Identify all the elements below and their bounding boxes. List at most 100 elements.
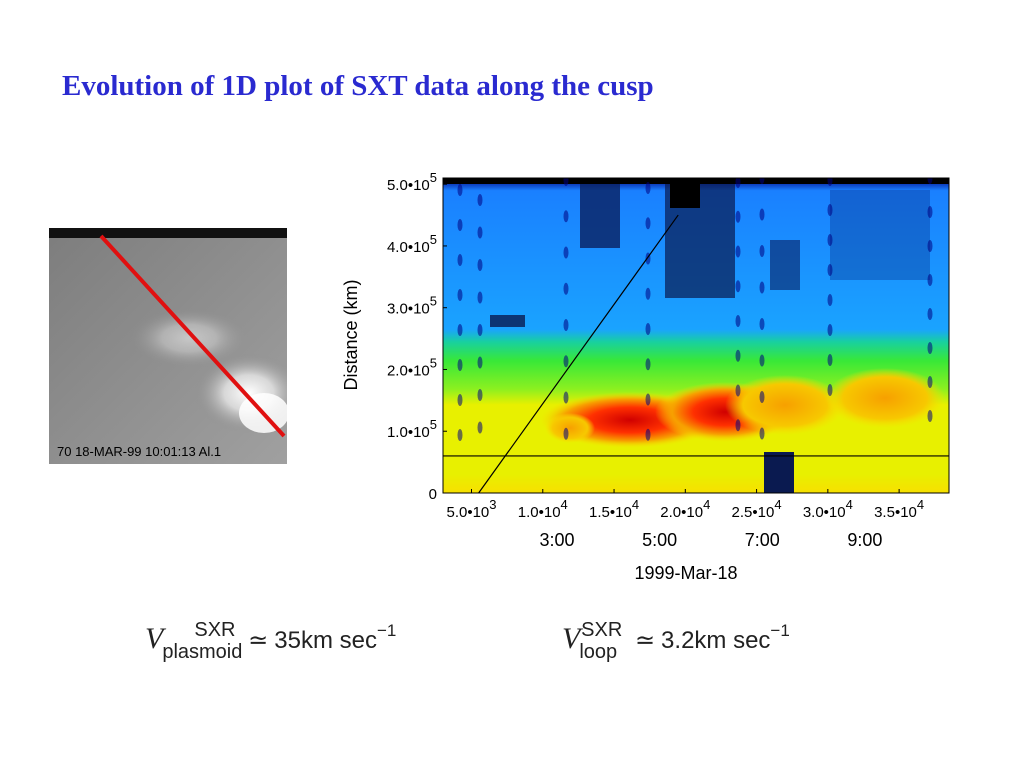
heatmap-streak — [759, 354, 765, 367]
heatmap-streak — [457, 429, 463, 441]
heatmap-streak — [457, 394, 463, 406]
heatmap-streak — [927, 274, 933, 286]
heatmap-streak — [735, 349, 741, 362]
formula-value: 35km sec — [274, 627, 377, 654]
y-tick-label: 4.0•105 — [387, 232, 437, 256]
x-axis: 5.0•103 1.0•104 1.5•104 2.0•104 2.5•104 3.0•1… — [446, 489, 924, 550]
heatmap-streak — [477, 226, 483, 239]
heatmap-streak — [827, 294, 833, 306]
x-time-tick-label: 7:00 — [745, 530, 780, 550]
formula-variable: V — [562, 622, 581, 655]
heatmap-streak — [563, 391, 569, 404]
sxt-image — [49, 228, 287, 464]
heatmap-streak — [827, 204, 833, 216]
cusp-slice-line — [99, 234, 286, 438]
heatmap-streak — [827, 354, 833, 366]
overlay-line-plasmoid — [478, 214, 679, 494]
heatmap-streak — [759, 281, 765, 294]
y-axis-label: Distance (km) — [341, 279, 361, 390]
heatmap-streak — [759, 318, 765, 330]
heatmap-streak — [563, 282, 569, 295]
x-tick-label: 2.5•104 — [732, 497, 782, 521]
slide-title: Evolution of 1D plot of SXT data along t… — [62, 70, 654, 102]
heatmap-streak — [759, 427, 765, 440]
heatmap-streak — [927, 178, 933, 184]
heatmap-streak — [735, 384, 741, 397]
heatmap-streak — [477, 194, 483, 206]
formula-relation: ≃ — [634, 627, 656, 654]
heatmap-streak — [457, 289, 463, 301]
formula-superscript: SXR — [581, 619, 623, 641]
plasmoid-velocity-formula: VplasmoidSXR ≃ 35km sec−1 — [145, 619, 397, 663]
x-tick-label: 1.5•104 — [589, 497, 639, 521]
heatmap-streak — [759, 178, 765, 184]
heatmap-streak — [927, 206, 933, 218]
heatmap-streak — [827, 264, 833, 276]
x-tick-label: 5.0•103 — [446, 497, 496, 521]
heatmap-streak — [645, 323, 651, 335]
formula-exponent: −1 — [376, 621, 397, 640]
y-tick-label: 0 — [429, 486, 437, 503]
formula-superscript: SXR — [194, 619, 236, 641]
heatmap-streak — [477, 356, 483, 369]
heatmap-streak — [927, 308, 933, 320]
heatmap-streak — [759, 208, 765, 221]
heatmap-plot-area — [443, 178, 949, 493]
heatmap-streak — [827, 234, 833, 246]
y-tick-label: 5.0•105 — [387, 170, 437, 194]
heatmap-streak — [759, 245, 765, 257]
heatmap-streak — [645, 182, 651, 194]
heatmap-streak — [735, 178, 741, 188]
heatmap-streak — [645, 287, 651, 300]
x-time-tick-label: 5:00 — [642, 530, 677, 550]
x-tick-label: 1.0•104 — [518, 497, 568, 521]
heatmap-streak — [735, 280, 741, 293]
formula-variable: V — [145, 622, 164, 655]
heatmap-streak — [563, 246, 569, 259]
x-time-tick-label: 3:00 — [540, 530, 575, 550]
heatmap-streak — [645, 428, 651, 441]
heatmap-streak — [645, 217, 651, 230]
heatmap-streak — [457, 359, 463, 371]
x-tick-label: 3.5•104 — [874, 497, 924, 521]
heatmap-streak — [457, 254, 463, 266]
heatmap-streak — [927, 342, 933, 354]
x-time-tick-label: 9:00 — [847, 530, 882, 550]
heatmap-streak — [477, 259, 483, 271]
distance-time-heatmap: 0 1.0•105 2.0•105 3.0•105 4.0•105 5.0•105 5.0… — [341, 170, 950, 583]
heatmap-streak — [457, 184, 463, 196]
heatmap-streak — [735, 419, 741, 432]
heatmap-streak — [457, 324, 463, 336]
sxt-image-thumbnail: 70 18-MAR-99 10:01:13 Al.1 — [49, 228, 287, 464]
x-tick-label: 2.0•104 — [660, 497, 710, 521]
heatmap-streak — [563, 178, 569, 186]
formula-exponent: −1 — [770, 621, 790, 640]
heatmap-streak — [645, 393, 651, 406]
heatmap-streak — [735, 315, 741, 327]
overlay-lines — [443, 214, 949, 494]
formula-relation: ≃ — [248, 627, 269, 654]
y-tick-label: 1.0•105 — [387, 417, 437, 441]
heatmap-streak — [827, 324, 833, 336]
heatmap-streak — [927, 376, 933, 388]
heatmap-streak — [827, 178, 833, 186]
heatmap-streak — [563, 319, 569, 331]
heatmap-streak — [563, 210, 569, 223]
heatmap-streak — [759, 391, 765, 403]
heatmap-streak — [735, 245, 741, 258]
heatmap-streak — [563, 427, 569, 440]
heatmap-streak — [827, 384, 833, 396]
heatmap-streak — [735, 210, 741, 223]
y-axis: 0 1.0•105 2.0•105 3.0•105 4.0•105 5.0•105 — [387, 170, 447, 503]
heatmap-streak — [927, 240, 933, 252]
heatmap-streak — [563, 355, 569, 368]
loop-velocity-formula: VloopSXR ≃ 3.2km sec−1 — [562, 619, 790, 663]
x-tick-label: 3.0•104 — [803, 497, 853, 521]
y-tick-label: 2.0•105 — [387, 355, 437, 379]
heatmap-streak — [477, 291, 483, 304]
heatmap-streak — [645, 358, 651, 371]
formula-value: 3.2km sec — [661, 627, 771, 654]
heatmap-streak — [927, 410, 933, 422]
x-axis-label: 1999-Mar-18 — [634, 563, 737, 583]
heatmap-streak — [477, 421, 483, 434]
